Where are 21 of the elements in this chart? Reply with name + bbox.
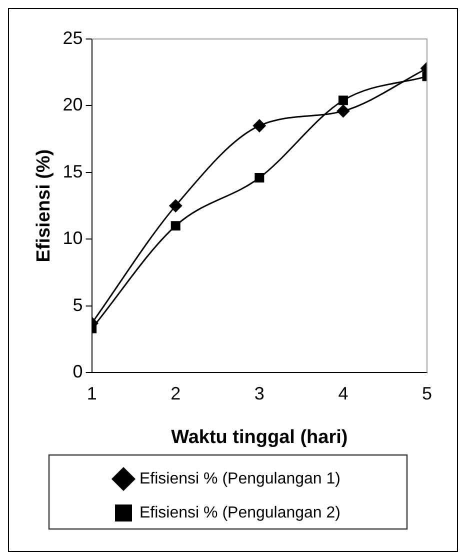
y-tick-label: 5 [72, 294, 83, 315]
point [169, 199, 182, 212]
y-tick-label: 10 [62, 228, 83, 248]
x-axis-title: Waktu tinggal (hari) [171, 426, 348, 448]
y-tick-label: 25 [62, 28, 83, 48]
point [336, 104, 350, 118]
point [252, 119, 266, 132]
y-tick-label: 15 [62, 161, 83, 182]
point [254, 173, 264, 183]
point [338, 96, 348, 106]
y-tick-label: 0 [72, 362, 83, 382]
x-tick-label: 1 [86, 383, 97, 404]
y-tick-label: 20 [62, 94, 83, 115]
legend-label: Efisiensi % (Pengulangan 1) [139, 470, 341, 488]
y-axis-title: Efisiensi (%) [34, 149, 55, 262]
point [170, 221, 180, 231]
legend-label: Efisiensi % (Pengulangan 2) [139, 504, 341, 522]
x-tick-label: 4 [338, 383, 348, 404]
x-tick-label: 3 [254, 383, 264, 404]
x-tick-label: 2 [170, 383, 181, 404]
x-tick-label: 5 [422, 383, 432, 404]
